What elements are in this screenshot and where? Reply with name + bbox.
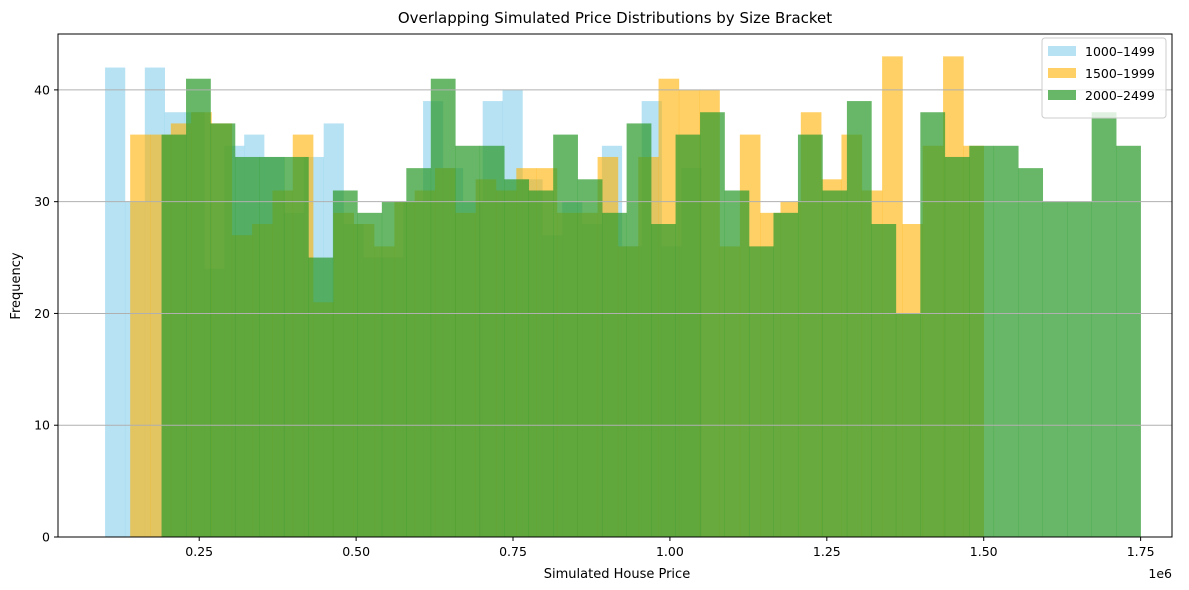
bar-series-2-bin-11 [430, 78, 456, 538]
bar-series-2-bin-16 [553, 134, 578, 537]
bar-series-2-bin-22 [700, 112, 725, 538]
bar-series-2-bin-33 [969, 145, 995, 537]
bar-series-2-bin-36 [1042, 201, 1068, 538]
chart-title: Overlapping Simulated Price Distribution… [398, 9, 832, 27]
x-tick-label-1: 0.50 [342, 544, 370, 559]
bar-series-2-bin-17 [577, 179, 603, 537]
bar-series-2-bin-26 [797, 134, 823, 537]
bar-series-2-bin-6 [308, 257, 334, 537]
bar-series-2-bin-5 [283, 156, 309, 537]
bar-series-1-bin-0 [130, 134, 151, 537]
bar-series-2-bin-13 [479, 145, 505, 537]
legend-swatch-2 [1048, 90, 1076, 100]
bars-layer [105, 56, 1141, 538]
legend-label-2: 2000–2499 [1085, 88, 1155, 103]
plot-frame [57, 33, 1173, 538]
x-tick-label-4: 1.25 [813, 544, 841, 559]
bar-series-2-bin-4 [259, 156, 285, 537]
bar-series-2-bin-9 [381, 201, 407, 538]
x-tick-label-2: 0.75 [499, 544, 527, 559]
y-tick-label-4: 40 [34, 82, 50, 97]
bar-series-2-bin-38 [1091, 112, 1117, 538]
bar-series-2-bin-27 [822, 190, 848, 538]
legend-swatch-1 [1048, 68, 1076, 78]
bar-series-2-bin-28 [846, 101, 872, 537]
x-tick-label-6: 1.75 [1127, 544, 1155, 559]
y-tick-label-0: 0 [42, 530, 50, 545]
x-tick-label-5: 1.50 [970, 544, 998, 559]
bar-series-2-bin-18 [602, 212, 627, 537]
legend-swatch-0 [1048, 46, 1076, 56]
bar-series-2-bin-3 [234, 156, 260, 537]
bar-series-2-bin-12 [455, 145, 481, 537]
bar-series-2-bin-0 [161, 134, 187, 537]
x-axis-label: Simulated House Price [544, 567, 690, 582]
bar-series-2-bin-19 [626, 123, 652, 538]
x-offset-label: 1e6 [1148, 566, 1172, 581]
axes-layer: 0 10 20 30 40 0.25 0.50 0.75 1.00 1.25 1.50 1.75 [34, 82, 1154, 559]
bar-series-2-bin-34 [993, 145, 1019, 537]
bar-series-2-bin-25 [773, 212, 799, 537]
y-axis-label: Frequency [9, 252, 24, 319]
y-tick-label-3: 30 [34, 194, 50, 209]
bar-series-0-bin-0 [105, 67, 126, 537]
bar-series-2-bin-15 [528, 190, 554, 538]
bar-series-2-bin-8 [357, 212, 383, 537]
legend: 1000–1499 1500–1999 2000–2499 [1041, 37, 1167, 119]
bar-series-2-bin-31 [920, 112, 946, 538]
bar-series-2-bin-23 [724, 190, 750, 538]
bar-series-2-bin-20 [651, 224, 676, 537]
bar-series-2-bin-1 [186, 78, 211, 538]
bar-series-2-bin-14 [504, 179, 530, 537]
series-2-bars [161, 78, 1141, 538]
y-tick-label-2: 20 [34, 306, 50, 321]
bar-series-2-bin-21 [675, 134, 701, 537]
x-tick-label-0: 0.25 [185, 544, 213, 559]
legend-label-1: 1500–1999 [1085, 66, 1155, 81]
bar-series-2-bin-10 [406, 168, 432, 537]
bar-series-2-bin-24 [748, 246, 774, 537]
y-tick-label-1: 10 [34, 418, 50, 433]
bar-series-2-bin-37 [1067, 201, 1092, 538]
bar-series-2-bin-39 [1116, 145, 1141, 537]
x-tick-label-3: 1.00 [656, 544, 684, 559]
bar-series-2-bin-29 [871, 224, 897, 537]
bar-series-2-bin-35 [1018, 168, 1044, 537]
bar-series-2-bin-32 [944, 156, 970, 537]
legend-label-0: 1000–1499 [1085, 44, 1155, 59]
bar-series-2-bin-2 [210, 123, 236, 538]
bar-series-2-bin-7 [332, 190, 358, 538]
